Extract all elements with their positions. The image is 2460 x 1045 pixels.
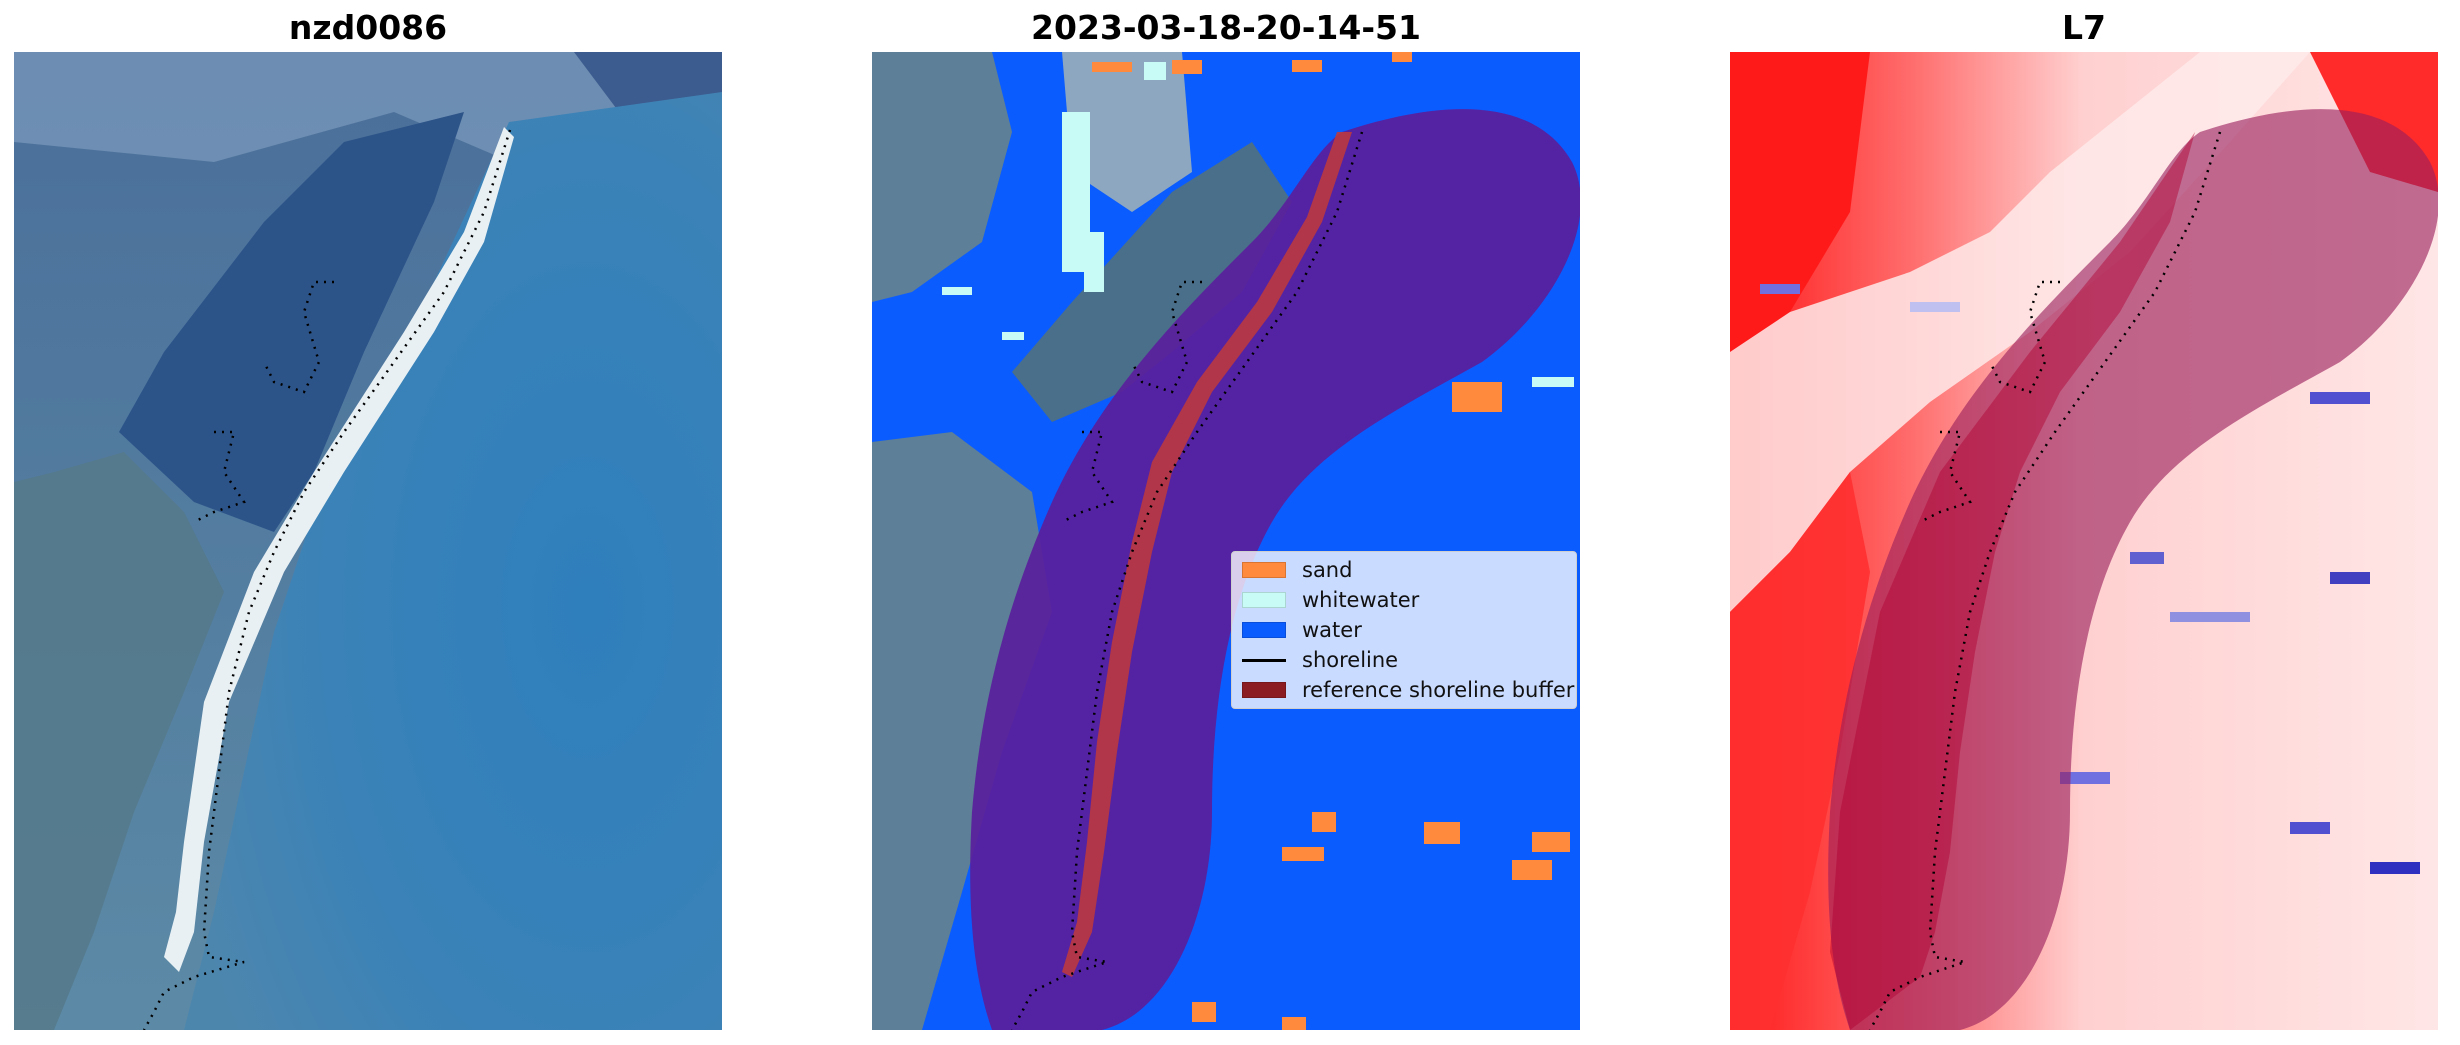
legend-item-whitewater: whitewater <box>1242 586 1419 614</box>
index-panel <box>1730 52 2438 1030</box>
legend-label-buffer: reference shoreline buffer <box>1302 678 1575 702</box>
legend-label-water: water <box>1302 618 1362 642</box>
panel-title-rgb: nzd0086 <box>288 8 448 47</box>
legend-label-whitewater: whitewater <box>1302 588 1420 612</box>
panel-title-classification: 2023-03-18-20-14-51 <box>1031 8 1421 47</box>
legend-item-sand: sand <box>1242 556 1352 584</box>
legend-item-buffer: reference shoreline buffer <box>1242 676 1574 704</box>
legend-swatch-water <box>1242 622 1286 638</box>
legend-item-water: water <box>1242 616 1362 644</box>
legend-swatch-sand <box>1242 562 1286 578</box>
legend-label-shoreline: shoreline <box>1302 648 1399 672</box>
legend-label-sand: sand <box>1302 558 1353 582</box>
panel-title-index: L7 <box>2062 8 2106 47</box>
legend-item-shoreline: shoreline <box>1242 646 1398 674</box>
legend-line-shoreline <box>1242 658 1286 662</box>
legend-swatch-buffer <box>1242 682 1286 698</box>
classification-map <box>872 52 1580 1030</box>
legend-swatch-whitewater <box>1242 592 1286 608</box>
index-heatmap <box>1730 52 2438 1030</box>
rgb-image-panel <box>14 52 722 1030</box>
legend: sand whitewater water shoreline referenc… <box>1231 551 1577 709</box>
rgb-satellite-image <box>14 52 722 1030</box>
classification-panel <box>872 52 1580 1030</box>
